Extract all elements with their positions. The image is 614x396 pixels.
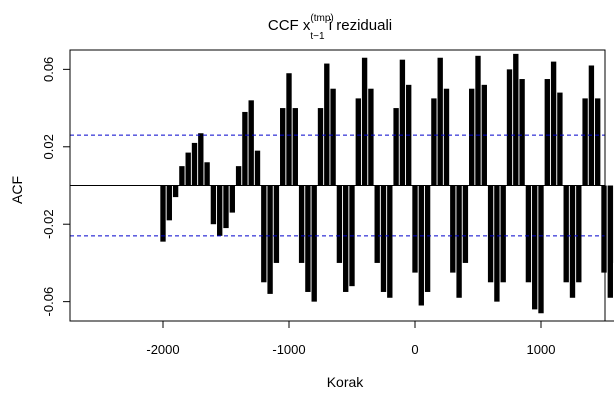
ccf-bar xyxy=(424,185,431,292)
y-tick-label: -0.06 xyxy=(41,287,56,317)
chart-title-suffix: i reziduali xyxy=(325,17,393,34)
ccf-bar xyxy=(374,185,380,263)
ccf-bar xyxy=(443,88,450,186)
ccf-bar xyxy=(513,53,519,186)
ccf-bar xyxy=(280,108,286,186)
ccf-bar xyxy=(576,185,582,283)
ccf-bar xyxy=(519,79,525,186)
ccf-bar xyxy=(317,108,324,186)
x-axis: -2000-1000010002000 xyxy=(146,320,614,357)
chart-title: CCF x(tmp) t−1 i reziduali xyxy=(268,13,392,42)
ccf-bar xyxy=(179,166,185,186)
chart-title-main: CCF x xyxy=(268,17,311,34)
ccf-bar xyxy=(267,185,273,294)
ccf-bar xyxy=(343,185,349,292)
ccf-bar xyxy=(198,133,204,186)
ccf-bar xyxy=(582,98,588,186)
ccf-bar xyxy=(437,57,443,186)
ccf-bar xyxy=(563,185,569,283)
ccf-bar xyxy=(380,185,387,292)
y-axis-label: ACF xyxy=(9,176,25,204)
ccf-bar xyxy=(261,185,267,283)
plot-area xyxy=(69,49,614,322)
ccf-bar xyxy=(475,55,481,186)
ccf-bar xyxy=(361,57,368,186)
ccf-bar xyxy=(500,185,506,283)
ccf-bar xyxy=(399,59,406,186)
ccf-bar xyxy=(393,108,399,186)
ccf-bar xyxy=(506,69,513,186)
ccf-bar xyxy=(248,100,254,186)
ccf-bar xyxy=(229,185,235,213)
ccf-bar xyxy=(324,63,330,186)
ccf-bar xyxy=(412,185,418,273)
x-tick-label: -2000 xyxy=(146,342,179,357)
ccf-bar xyxy=(418,185,424,306)
ccf-bar xyxy=(210,185,217,225)
ccf-bar xyxy=(330,88,336,186)
ccf-bar xyxy=(355,98,361,186)
ccf-bar xyxy=(286,73,292,186)
ccf-bar xyxy=(538,185,544,314)
ccf-bar xyxy=(450,185,456,273)
ccf-bar xyxy=(588,65,595,186)
ccf-bar xyxy=(305,185,311,292)
ccf-bar xyxy=(191,142,198,186)
ccf-bar xyxy=(456,185,462,298)
ccf-bar xyxy=(223,185,229,229)
ccf-bar xyxy=(254,150,261,186)
ccf-bar xyxy=(368,88,374,186)
ccf-bar xyxy=(298,185,305,263)
ccf-bar xyxy=(235,166,242,186)
y-tick-label: -0.02 xyxy=(41,209,56,239)
ccf-bar xyxy=(172,185,179,198)
ccf-bar xyxy=(160,185,166,242)
y-tick-label: 0.02 xyxy=(41,134,56,159)
x-tick-label: -1000 xyxy=(272,342,305,357)
x-axis-label: Korak xyxy=(327,374,365,390)
ccf-bar xyxy=(166,185,172,221)
ccf-bar xyxy=(494,185,500,302)
ccf-bar xyxy=(607,185,613,298)
ccf-bar xyxy=(204,162,210,186)
ccf-bars xyxy=(160,53,614,314)
ccf-bar xyxy=(525,185,532,283)
ccf-bar xyxy=(336,185,343,263)
chart-title-superscript: (tmp) xyxy=(310,13,333,24)
ccf-bar xyxy=(292,108,298,186)
x-tick-label: 0 xyxy=(411,342,418,357)
ccf-bar xyxy=(544,79,550,186)
ccf-bar xyxy=(185,152,191,186)
ccf-bar xyxy=(469,88,475,186)
ccf-bar xyxy=(462,185,469,263)
ccf-bar xyxy=(387,185,393,298)
y-tick-label: 0.06 xyxy=(41,57,56,82)
ccf-bar xyxy=(557,92,563,186)
x-tick-label: 1000 xyxy=(527,342,556,357)
ccf-bar xyxy=(217,185,223,236)
ccf-bar xyxy=(487,185,494,283)
ccf-bar xyxy=(431,98,437,186)
ccf-bar xyxy=(550,61,557,186)
ccf-bar xyxy=(242,111,248,186)
y-axis: -0.06 -0.02 0.02 0.06 xyxy=(41,57,71,317)
ccf-bar xyxy=(532,185,538,310)
ccf-bar xyxy=(569,185,576,298)
ccf-bar xyxy=(601,185,607,273)
ccf-bar xyxy=(595,98,601,186)
ccf-bar xyxy=(273,185,280,263)
chart-title-subscript: t−1 xyxy=(310,31,325,42)
ccf-bar xyxy=(311,185,317,302)
